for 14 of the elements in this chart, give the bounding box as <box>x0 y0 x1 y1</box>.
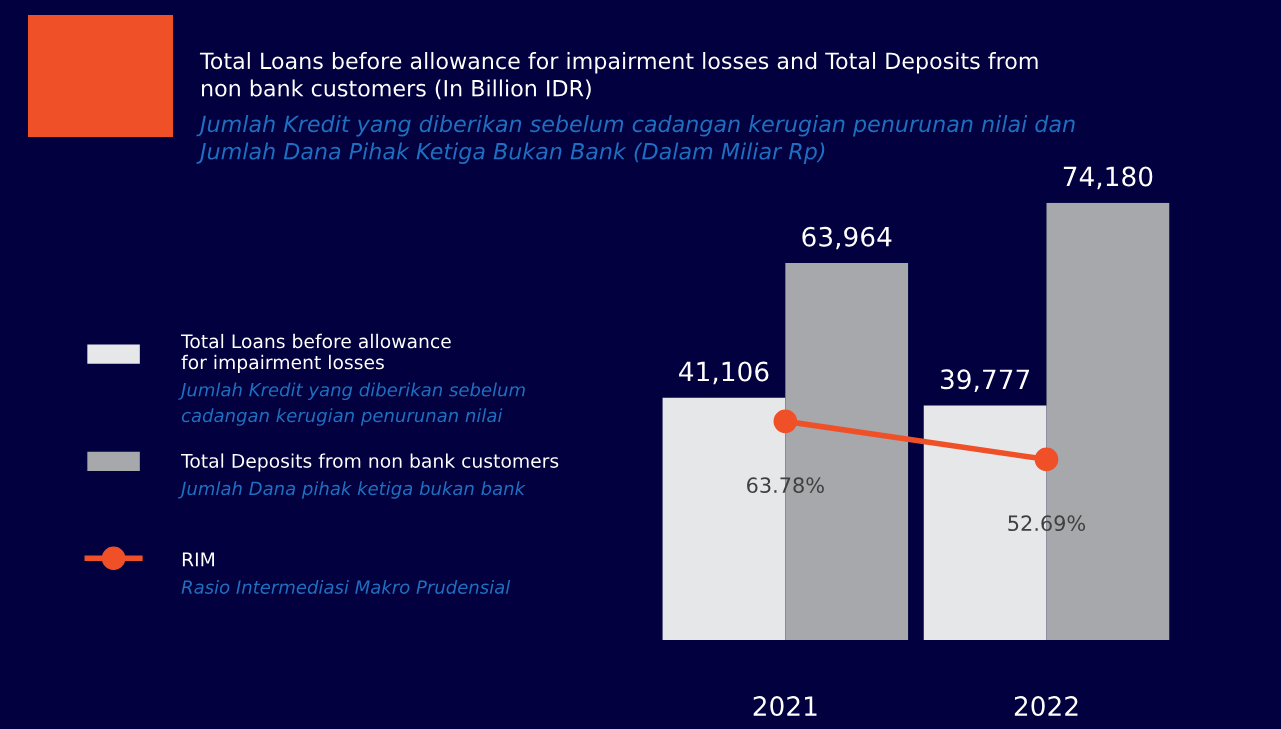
data-label: 39,777 <box>940 369 1030 392</box>
data-label: 63,964 <box>802 226 892 250</box>
text: Jumlah Dana pihak ketiga bukan bank <box>178 481 526 499</box>
legend-label: RIM <box>182 552 214 567</box>
legend-label: Total Loans before allowance for impairment losses <box>181 333 451 373</box>
x-tick-label: 2022 <box>1014 696 1078 717</box>
data-label: 74,180 <box>1063 166 1153 190</box>
text: Jumlah Kredit yang diberikan sebelum cadangan kerugian penurunan nilai <box>178 382 525 426</box>
chart-title: Total Loans before allowance for impairment losses and Total Deposits from non bank customers (In Billion IDR) <box>199 52 1038 100</box>
chart-subtitle: Jumlah Kredit yang diberikan sebelum cadangan kerugian penurunan nilai dan Jumlah Dana Pihak Ketiga Bukan Bank (Dalam Miliar Rp) <box>196 115 1075 164</box>
text: Rasio Intermediasi Makro Prudensial <box>181 579 511 594</box>
data-label: 41,106 <box>679 361 769 385</box>
x-tick-label: 2021 <box>753 696 817 717</box>
legend-label: Total Deposits from non bank customers <box>181 453 559 472</box>
